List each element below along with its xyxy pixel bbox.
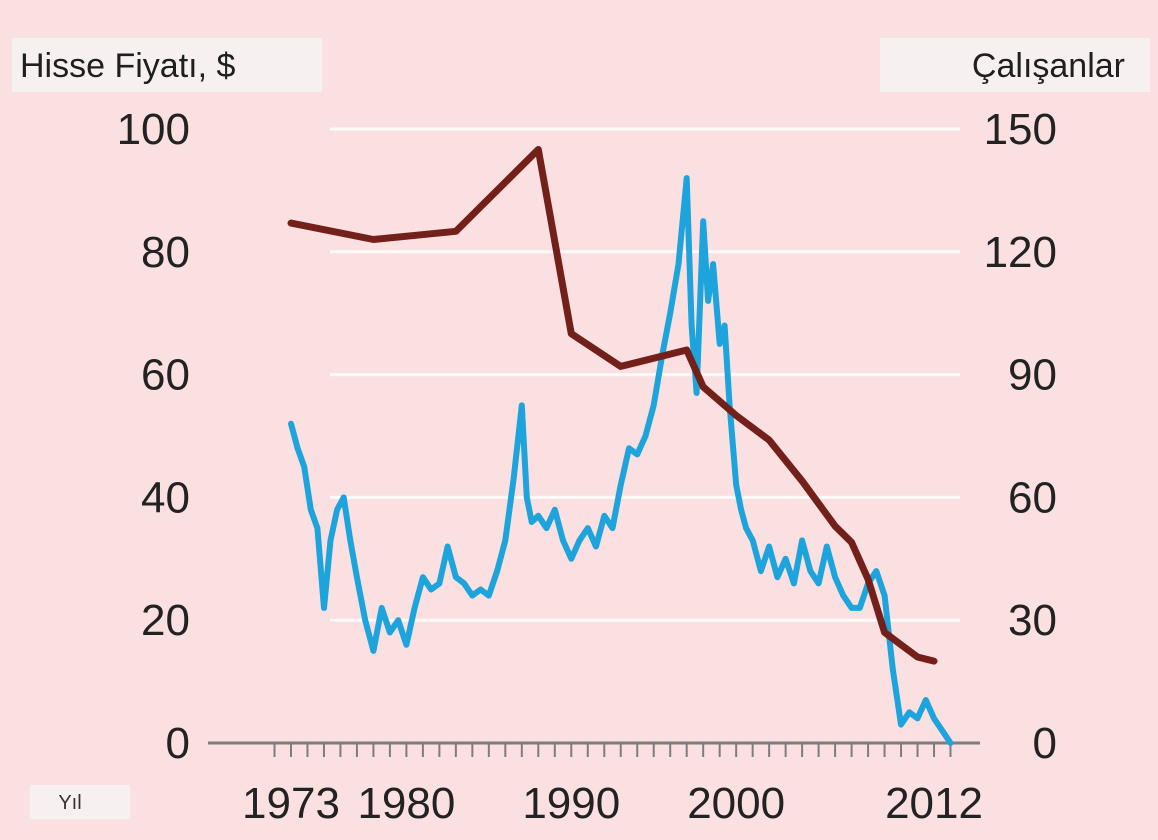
left-tick-label-5: 100 [117, 105, 190, 154]
x-tick-label-0: 1973 [242, 779, 340, 828]
x-tick-label-3: 2000 [687, 779, 785, 828]
left-tick-label-1: 20 [141, 596, 190, 645]
left-axis-title-bg [12, 38, 322, 92]
right-tick-label-5: 150 [984, 105, 1057, 154]
employees-line [287, 146, 938, 665]
stock-price-line [288, 175, 954, 746]
x-tick-label-1: 1980 [357, 779, 455, 828]
x-axis-title: Yıl [58, 792, 81, 814]
right-tick-label-3: 90 [1008, 351, 1057, 400]
x-tick-label-2: 1990 [522, 779, 620, 828]
right-axis-title-bg [880, 38, 1150, 92]
gridlines [330, 127, 960, 622]
right-axis-ticks: 0 30 60 90 120 150 [984, 105, 1057, 768]
x-axis-title-bg [30, 785, 130, 819]
x-tick-label-4: 2012 [885, 779, 983, 828]
right-axis-title: Çalışanlar [972, 47, 1125, 85]
left-axis-title: Hisse Fiyatı, $ [20, 47, 235, 85]
x-axis-ticks: 1973 1980 1990 2000 2012 [242, 779, 983, 828]
x-axis-minor-ticks [273, 743, 952, 757]
left-axis-ticks: 0 20 40 60 80 100 [117, 105, 190, 768]
left-tick-label-4: 80 [141, 228, 190, 277]
left-tick-label-0: 0 [166, 719, 190, 768]
right-tick-label-1: 30 [1008, 596, 1057, 645]
left-tick-label-2: 40 [141, 473, 190, 522]
left-tick-label-3: 60 [141, 351, 190, 400]
right-tick-label-4: 120 [984, 228, 1057, 277]
right-tick-label-2: 60 [1008, 473, 1057, 522]
right-tick-label-0: 0 [1033, 719, 1057, 768]
